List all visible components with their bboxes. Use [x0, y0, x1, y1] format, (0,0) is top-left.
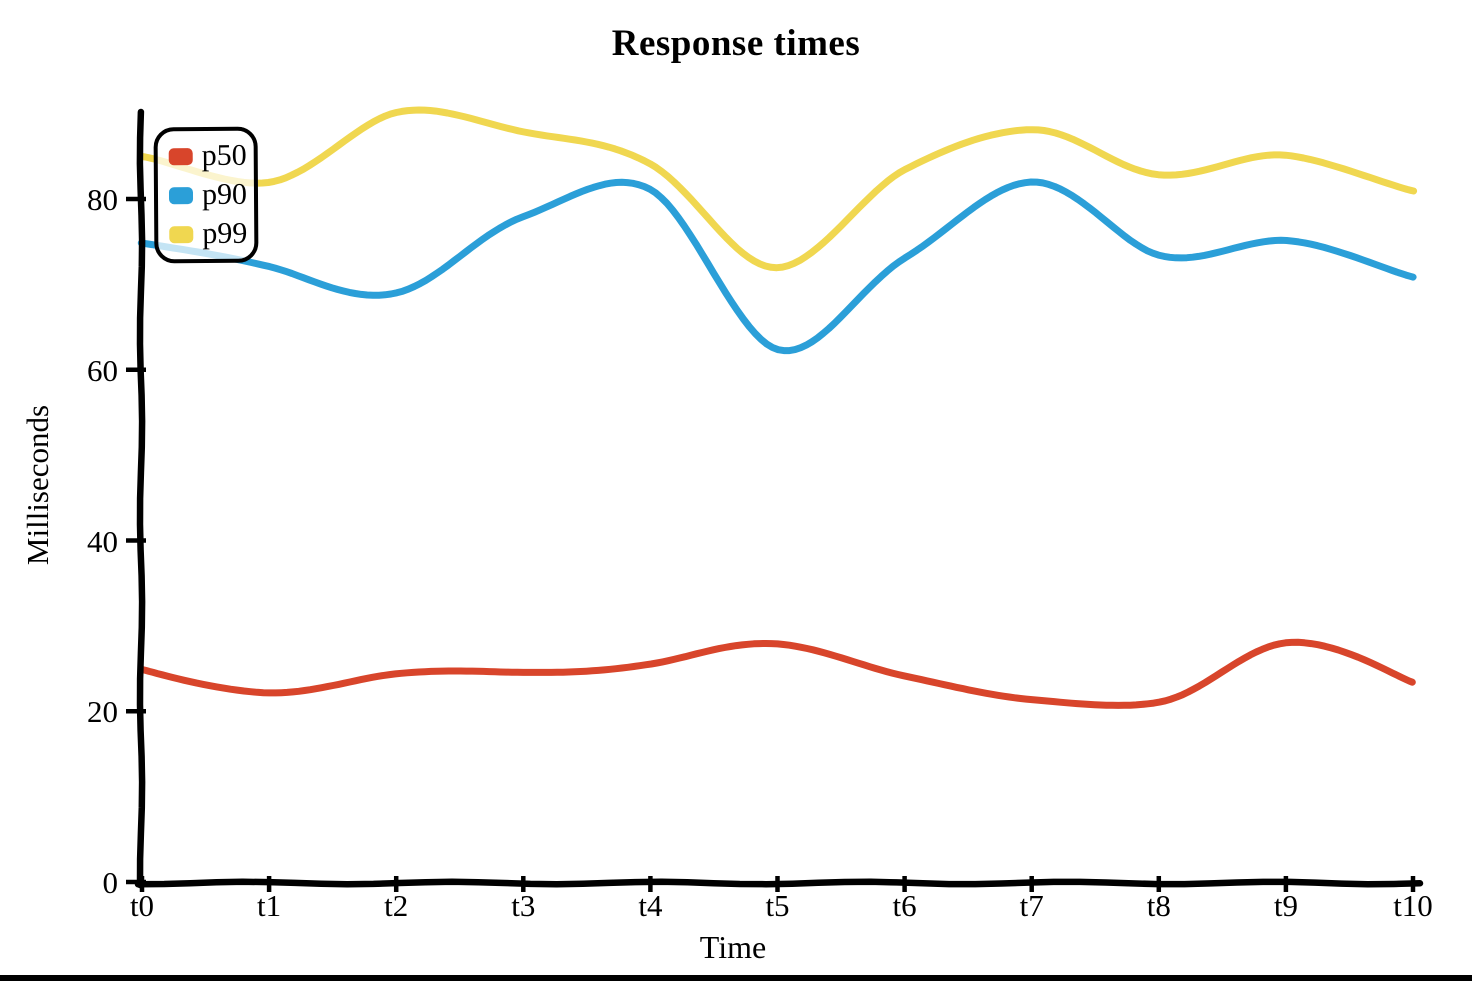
legend-swatch-p90-icon: [168, 186, 194, 204]
x-tick-label: t9: [1273, 888, 1298, 923]
x-tick-label: t0: [129, 888, 155, 923]
legend-swatch-p50-icon: [168, 147, 193, 165]
y-axis-spine: [136, 108, 146, 889]
x-axis-label: Time: [699, 929, 767, 965]
legend-item: p50: [168, 138, 254, 173]
y-tick-label: 40: [87, 523, 118, 559]
x-tick-label: t6: [892, 888, 917, 923]
bottom-border: [0, 975, 1472, 981]
chart-title: Response times: [611, 23, 861, 64]
x-tick-label: t4: [638, 888, 663, 923]
legend-item: p99: [169, 216, 254, 251]
y-tick-label: 80: [87, 182, 118, 217]
legend-label: p90: [201, 177, 248, 212]
legend-label: p50: [201, 138, 247, 173]
x-tick-label: t7: [1019, 888, 1044, 923]
series-line-p90: [137, 178, 1417, 355]
x-tick-label: t3: [511, 888, 536, 923]
y-tick-label: 60: [87, 352, 118, 388]
x-tick-label: t2: [384, 888, 409, 923]
x-tick-label: t5: [765, 888, 790, 923]
x-tick-label: t1: [257, 888, 282, 923]
legend-label: p99: [202, 216, 248, 251]
series-line-p99: [138, 106, 1418, 272]
x-tick-label: t10: [1393, 888, 1433, 923]
series-line-p50: [139, 638, 1416, 709]
y-tick-label: 20: [87, 694, 118, 730]
y-tick-label: 0: [102, 865, 119, 900]
legend-swatch-p99-icon: [169, 225, 194, 243]
legend-item: p90: [168, 177, 254, 212]
legend: p50 p90 p99: [153, 126, 259, 264]
x-tick-label: t8: [1146, 888, 1171, 923]
